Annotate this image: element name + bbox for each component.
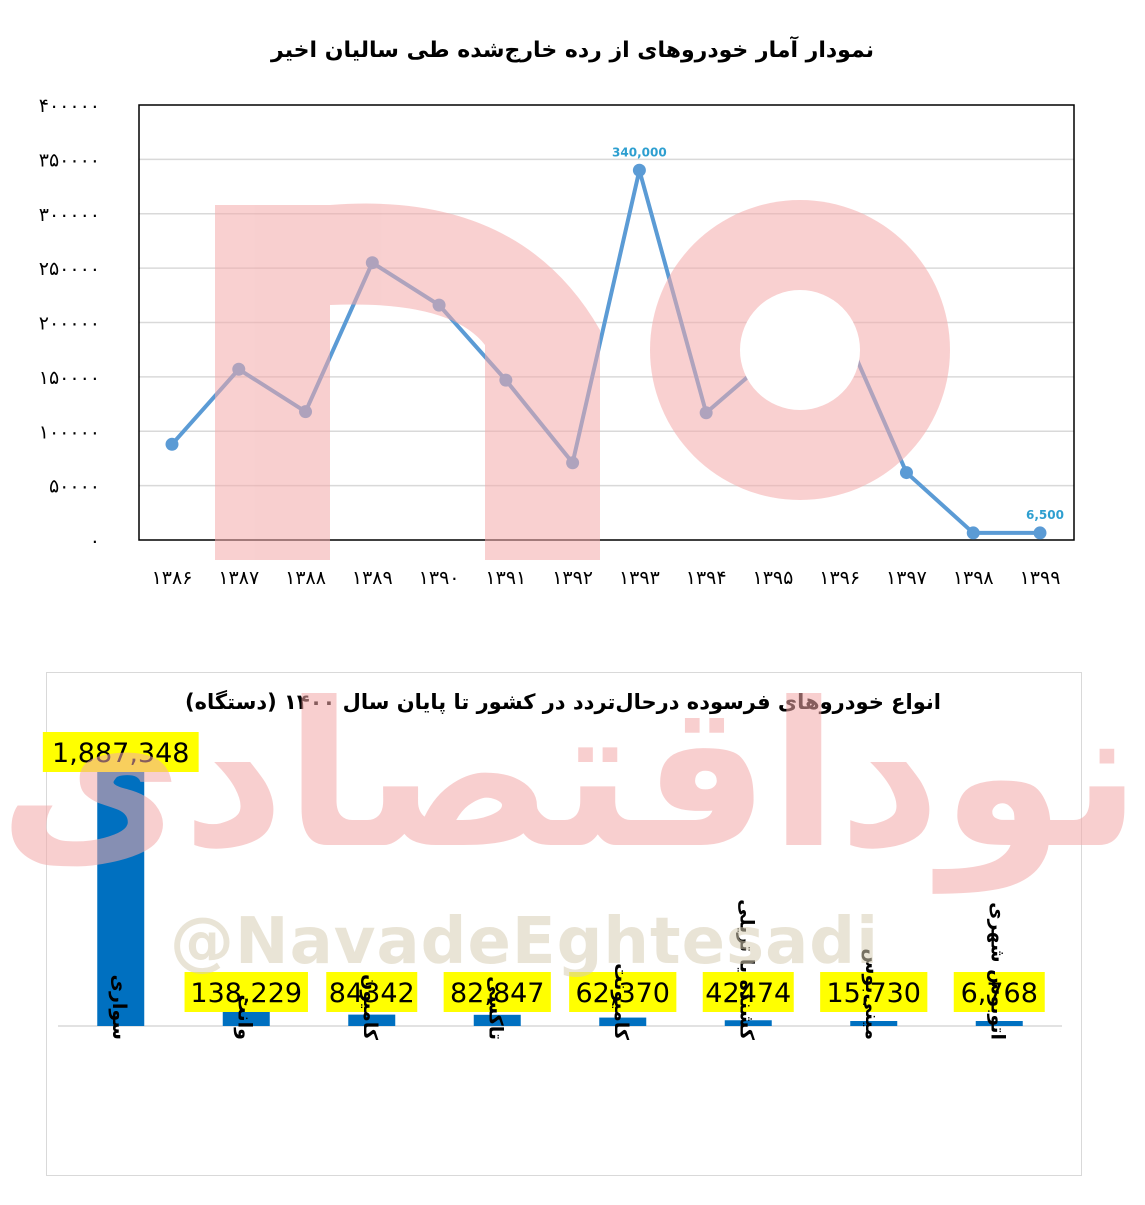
value-label: 62,370 bbox=[576, 978, 670, 1009]
watermark-handle: @NavadeEghtesadi bbox=[170, 905, 879, 979]
data-point bbox=[632, 163, 646, 177]
x-tick-label: ۱۳۸۸ bbox=[285, 567, 326, 589]
line-chart-title: نمودار آمار خودروهای از رده خارج‌شده طی … bbox=[271, 38, 874, 63]
bar-chart-panel bbox=[46, 672, 1082, 1176]
bar bbox=[473, 1014, 521, 1026]
data-label: 340,000 bbox=[612, 145, 667, 159]
x-tick-label: ۱۳۸۷ bbox=[218, 567, 259, 589]
x-tick-label: ۱۳۹۲ bbox=[552, 567, 593, 589]
line-chart: ۰ ۵۰۰۰۰ ۱۰۰۰۰۰ ۱۵۰۰۰۰ ۲۰۰۰۰۰ ۲۵۰۰۰۰ ۳۰۰۰۰۰ ۳۵۰۰… bbox=[39, 95, 1075, 589]
x-tick-label: ۱۳۹۴ bbox=[686, 567, 727, 589]
value-label: 82,847 bbox=[450, 978, 544, 1009]
bar-chart-title: انواع خودروهای فرسوده درحال‌تردد در کشور… bbox=[185, 690, 941, 714]
bar bbox=[97, 771, 145, 1026]
x-tick-label: ۱۳۸۶ bbox=[152, 567, 193, 589]
category-label: سواری bbox=[108, 975, 130, 1040]
category-label: مینی‌بوس bbox=[861, 948, 883, 1040]
x-tick-label: ۱۳۹۸ bbox=[953, 567, 994, 589]
value-label: 6,768 bbox=[961, 978, 1038, 1009]
y-tick-label: ۳۰۰۰۰۰ bbox=[39, 204, 100, 226]
category-label: وانت bbox=[233, 994, 255, 1040]
data-label: 6,500 bbox=[1026, 508, 1064, 522]
value-label: 138,229 bbox=[190, 978, 302, 1009]
bar bbox=[724, 1020, 772, 1026]
y-tick-label: ۴۰۰۰۰۰ bbox=[39, 95, 100, 117]
bar bbox=[850, 1021, 898, 1026]
value-label-highlight bbox=[42, 732, 199, 772]
x-tick-label: ۱۳۹۱ bbox=[485, 567, 526, 589]
x-tick-label: ۱۳۹۹ bbox=[1020, 567, 1061, 589]
x-tick-label: ۱۳۹۳ bbox=[619, 567, 660, 589]
value-label-highlight bbox=[953, 972, 1045, 1012]
value-label-highlight bbox=[443, 972, 551, 1012]
x-tick-label: ۱۳۸۹ bbox=[352, 567, 393, 589]
category-label: کامیون bbox=[359, 974, 381, 1041]
value-label-highlight bbox=[184, 972, 308, 1012]
x-tick-label: ۱۳۹۵ bbox=[753, 567, 794, 589]
data-point bbox=[165, 437, 179, 451]
value-label: 15,730 bbox=[827, 978, 921, 1009]
value-label-highlight bbox=[569, 972, 677, 1012]
y-tick-label: ۱۰۰۰۰۰ bbox=[39, 421, 100, 443]
y-tick-label: ۲۰۰۰۰۰ bbox=[39, 313, 100, 335]
value-label-highlight bbox=[820, 972, 928, 1012]
category-label: اتوبوس شهری bbox=[986, 902, 1008, 1040]
category-label: تاکسی bbox=[484, 976, 506, 1040]
bar bbox=[599, 1017, 647, 1026]
x-tick-label: ۱۳۹۰ bbox=[419, 567, 460, 589]
category-label: کامیونت bbox=[610, 963, 632, 1041]
bar bbox=[348, 1014, 396, 1026]
category-label: کشنده یا تریلی bbox=[735, 899, 757, 1041]
value-label: 42474 bbox=[705, 978, 791, 1009]
y-tick-label: ۳۵۰۰۰۰ bbox=[39, 149, 100, 171]
plot-frame bbox=[138, 104, 1075, 541]
bar bbox=[975, 1021, 1023, 1026]
value-label-highlight bbox=[326, 972, 418, 1012]
x-tick-label: ۱۳۹۷ bbox=[886, 567, 927, 589]
y-tick-label: ۲۵۰۰۰۰ bbox=[39, 258, 100, 280]
value-label: 1,887,348 bbox=[52, 738, 189, 769]
data-point bbox=[966, 526, 980, 540]
x-tick-label: ۱۳۹۶ bbox=[819, 567, 860, 589]
y-tick-label: ۵۰۰۰۰ bbox=[49, 476, 100, 498]
value-label: 84342 bbox=[329, 978, 415, 1009]
value-label-highlight bbox=[702, 972, 794, 1012]
y-tick-label: ۰ bbox=[90, 530, 100, 552]
y-tick-label: ۱۵۰۰۰۰ bbox=[39, 367, 100, 389]
data-point bbox=[1033, 526, 1047, 540]
